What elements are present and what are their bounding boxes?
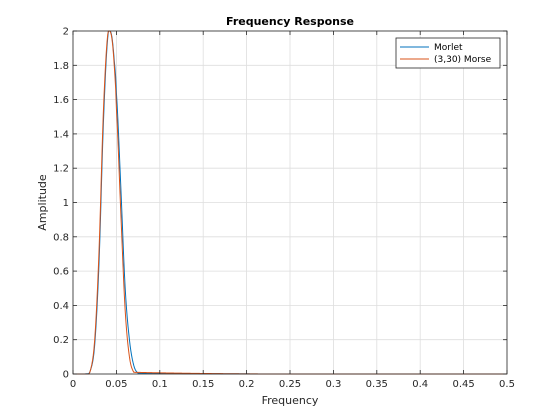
x-tick-label: 0.15	[192, 379, 214, 390]
y-axis-label: Amplitude	[36, 174, 49, 231]
x-tick-label: 0.25	[279, 379, 301, 390]
x-tick-label: 0.4	[412, 379, 428, 390]
y-tick-label: 1.2	[53, 164, 69, 175]
legend: Morlet (3,30) Morse	[395, 37, 501, 69]
y-tick-label: 1	[63, 198, 69, 209]
y-tick-label: 1.8	[53, 61, 69, 72]
x-tick-label: 0.05	[105, 379, 127, 390]
x-tick-label: 0	[70, 379, 76, 390]
chart-title: Frequency Response	[226, 15, 354, 28]
legend-label: Morlet	[434, 43, 463, 53]
y-tick-label: 1.4	[53, 129, 69, 140]
x-tick-label: 0.45	[452, 379, 474, 390]
y-tick-label: 2	[63, 27, 69, 38]
x-tick-label: 0.1	[152, 379, 168, 390]
x-tick-label: 0.5	[499, 379, 515, 390]
y-tick-label: 0	[63, 370, 69, 381]
y-tick-label: 0.2	[53, 335, 69, 346]
ticks: 0 0.05 0.1 0.15 0.2 0.25 0.3 0.35 0.4 0.45 0.5 0 0.2…	[53, 27, 515, 391]
legend-label: (3,30) Morse	[434, 55, 492, 65]
x-axis-label: Frequency	[262, 394, 319, 407]
legend-box	[395, 37, 501, 69]
y-tick-label: 0.4	[53, 301, 69, 312]
y-tick-label: 1.6	[53, 95, 69, 106]
x-tick-label: 0.35	[366, 379, 388, 390]
y-tick-label: 0.6	[53, 267, 69, 278]
x-tick-label: 0.2	[239, 379, 255, 390]
x-tick-label: 0.3	[325, 379, 341, 390]
y-tick-label: 0.8	[53, 232, 69, 243]
